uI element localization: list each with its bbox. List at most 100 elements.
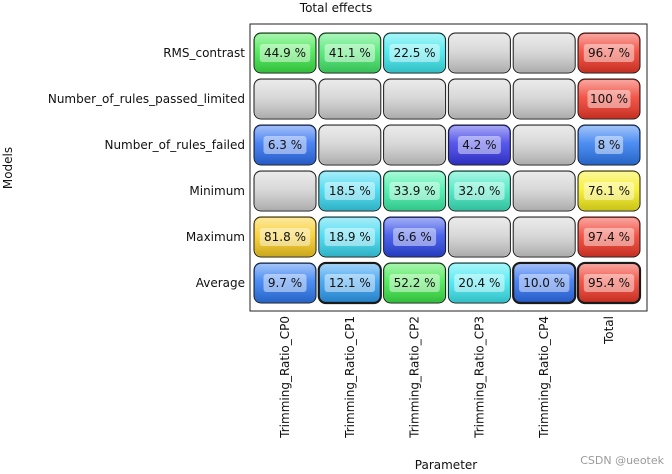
cell-gloss — [449, 126, 510, 164]
cell-label-bg — [389, 44, 440, 62]
heatmap-cell — [447, 216, 511, 258]
heatmap-cell: 44.9 % — [253, 32, 317, 74]
row-label: Maximum — [186, 230, 245, 244]
cell-label-bg — [259, 228, 311, 246]
cell-gloss — [384, 80, 445, 118]
cell-value-label: 12.1 % — [329, 276, 371, 290]
heatmap-cell: 81.8 % — [253, 216, 317, 258]
cell-value-label: 18.5 % — [329, 184, 371, 198]
cell-label-bg — [389, 182, 440, 200]
cell-gloss — [449, 172, 510, 210]
heatmap-cell — [512, 170, 576, 212]
cell-label-bg — [393, 228, 437, 246]
cell-gloss — [255, 172, 315, 210]
heatmap-cell: 6.3 % — [253, 124, 317, 166]
heatmap-cell: 10.0 % — [512, 261, 577, 305]
column-label: Trimming_Ratio_CP2 — [408, 316, 422, 439]
cell-value-label: 33.9 % — [394, 184, 436, 198]
cell-gloss — [384, 264, 445, 302]
cell-gloss — [514, 34, 575, 72]
cell-value-label: 6.6 % — [397, 230, 431, 244]
row-labels: RMS_contrast Number_of_rules_passed_limit… — [48, 46, 245, 290]
cell-gloss — [384, 126, 445, 164]
cells-layer: 44.9 % 41.1 % 22.5 % 96.7 % 100 % 6.3 % 4.2 % 8… — [253, 32, 642, 305]
row-label: Average — [196, 276, 245, 290]
column-labels: Trimming_Ratio_CP0 Trimming_Ratio_CP1 Trim… — [278, 316, 616, 439]
heatmap-cell — [318, 78, 382, 120]
cell-value-label: 52.2 % — [394, 276, 436, 290]
heatmap-cell — [253, 170, 317, 212]
heatmap-cell: 52.2 % — [383, 262, 447, 304]
heatmap-cell: 20.4 % — [447, 262, 511, 304]
column-label: Trimming_Ratio_CP3 — [472, 316, 486, 439]
cell-gloss — [384, 218, 445, 256]
heatmap-cell — [512, 216, 576, 258]
heatmap-cell — [512, 124, 576, 166]
cell-gloss — [579, 80, 639, 118]
row-label: Number_of_rules_passed_limited — [48, 92, 245, 106]
cell-label-bg — [389, 274, 440, 292]
cell-label-bg — [259, 44, 311, 62]
cell-gloss — [579, 218, 639, 256]
cell-label-bg — [324, 182, 375, 200]
cell-label-bg — [324, 228, 375, 246]
cell-value-label: 95.4 % — [588, 276, 630, 290]
cell-gloss — [384, 172, 445, 210]
cell-gloss — [255, 34, 315, 72]
cell-label-bg — [519, 274, 570, 292]
cell-gloss — [579, 34, 639, 72]
watermark: CSDN @ueotek — [580, 454, 664, 467]
heatmap-cell: 9.7 % — [253, 262, 317, 304]
heatmap-cell: 18.5 % — [318, 170, 382, 212]
row-label: Number_of_rules_failed — [104, 138, 245, 152]
heatmap-cell: 76.1 % — [577, 170, 641, 212]
cell-label-bg — [324, 44, 375, 62]
cell-value-label: 41.1 % — [329, 46, 371, 60]
cell-value-label: 9.7 % — [268, 276, 302, 290]
cell-gloss — [319, 264, 380, 302]
cell-value-label: 6.3 % — [268, 138, 302, 152]
heatmap-cell: 100 % — [577, 78, 641, 120]
heatmap-cell: 33.9 % — [383, 170, 447, 212]
row-label: Minimum — [189, 184, 245, 198]
cell-label-bg — [587, 90, 631, 108]
cell-gloss — [514, 218, 575, 256]
heatmap-cell: 96.7 % — [577, 32, 641, 74]
column-label: Trimming_Ratio_CP1 — [343, 316, 357, 439]
heatmap-cell: 8 % — [577, 124, 641, 166]
cell-gloss — [319, 172, 380, 210]
cell-value-label: 8 % — [598, 138, 621, 152]
cell-gloss — [255, 218, 315, 256]
cell-label-bg — [454, 274, 505, 292]
cell-value-label: 4.2 % — [462, 138, 496, 152]
heatmap-cell — [447, 78, 511, 120]
heatmap-cell — [383, 124, 447, 166]
cell-value-label: 76.1 % — [588, 184, 630, 198]
cell-gloss — [255, 80, 315, 118]
chart-title: Total effects — [299, 1, 372, 15]
heatmap-cell — [318, 124, 382, 166]
heatmap-cell: 32.0 % — [447, 170, 511, 212]
heatmap-cell: 12.1 % — [317, 261, 382, 305]
cell-gloss — [514, 172, 575, 210]
cell-label-bg — [583, 182, 635, 200]
cell-value-label: 81.8 % — [264, 230, 306, 244]
heatmap-cell — [253, 78, 317, 120]
cell-gloss — [319, 126, 380, 164]
cell-gloss — [449, 218, 510, 256]
heatmap-cell — [512, 32, 576, 74]
cell-gloss — [579, 126, 639, 164]
cell-value-label: 96.7 % — [588, 46, 630, 60]
heatmap-cell — [383, 78, 447, 120]
cell-value-label: 10.0 % — [523, 276, 565, 290]
x-axis-label: Parameter — [415, 458, 477, 472]
cell-gloss — [255, 126, 315, 164]
cell-value-label: 100 % — [590, 92, 628, 106]
y-axis-label: Models — [1, 147, 15, 189]
heatmap-cell — [512, 78, 576, 120]
heatmap-cell: 22.5 % — [383, 32, 447, 74]
heatmap-cell — [447, 32, 511, 74]
column-label: Trimming_Ratio_CP4 — [537, 316, 551, 439]
cell-gloss — [579, 172, 639, 210]
cell-label-bg — [263, 136, 307, 154]
